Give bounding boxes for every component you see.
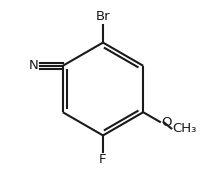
Text: F: F <box>99 153 107 166</box>
Text: N: N <box>29 59 38 72</box>
Text: O: O <box>161 116 171 129</box>
Text: Br: Br <box>96 10 110 23</box>
Text: CH₃: CH₃ <box>172 122 196 135</box>
